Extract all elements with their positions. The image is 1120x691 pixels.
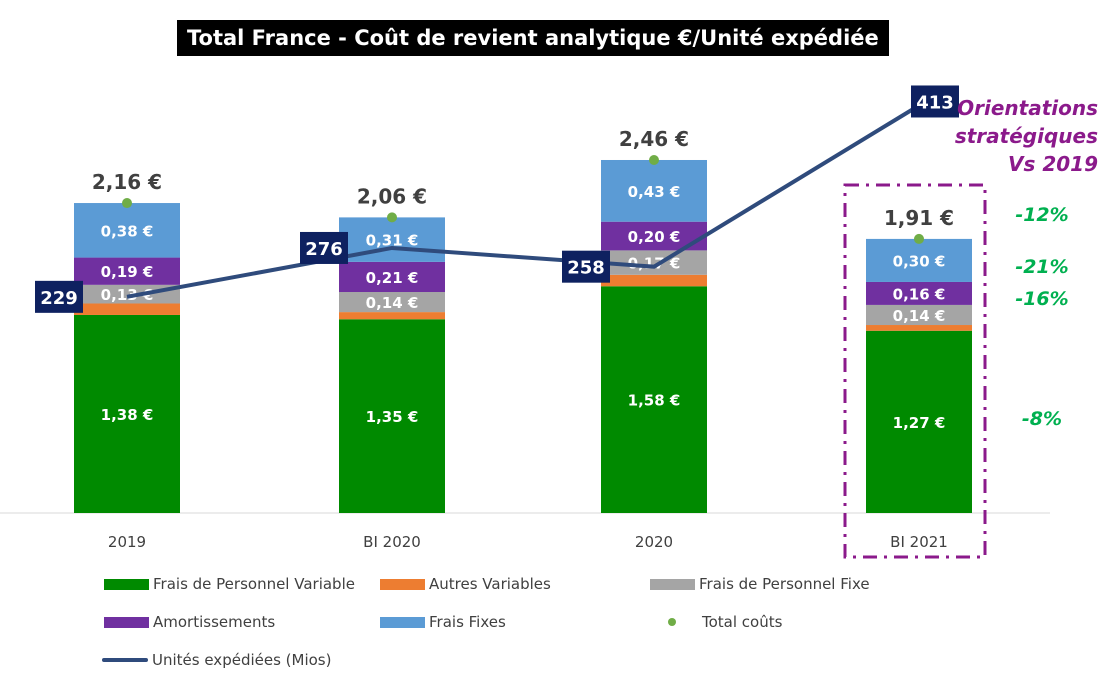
total-label: 2,16 € [92, 170, 162, 194]
annotation-pct: -8% [1022, 408, 1062, 430]
line-label-box [911, 85, 959, 118]
legend-dot-icon [668, 618, 676, 626]
bar-data-label: 0,43 € [628, 183, 681, 201]
bar-segment-1 [601, 274, 707, 287]
bar-segment-0 [339, 319, 445, 513]
bar-segment-3 [866, 281, 972, 305]
bar-segment-4 [866, 238, 972, 282]
legend-label: Frais Fixes [429, 613, 506, 631]
legend-swatch [380, 578, 425, 590]
legend-label: Total coûts [702, 613, 783, 631]
legend-label: Amortissements [153, 613, 276, 631]
bar-segment-0 [74, 314, 180, 513]
legend-swatch [650, 578, 695, 590]
legend-label: Frais de Personnel Fixe [699, 575, 870, 593]
bar-data-label: 1,58 € [628, 392, 681, 410]
line-series-unites [126, 103, 921, 299]
annotation-pct: -21% [1015, 256, 1068, 278]
bar-segment-1 [74, 303, 180, 315]
legend-item-frais-fixes: Frais Fixes [380, 613, 506, 631]
line-data-label: 229 [40, 288, 78, 309]
total-marker [122, 198, 132, 209]
annotation-title: Vs 2019 [1008, 152, 1098, 176]
bar-data-label: 0,21 € [366, 269, 419, 287]
bar-segment-0 [866, 330, 972, 513]
chart-title: Total France - Coût de revient analytiqu… [177, 20, 889, 56]
total-label: 2,06 € [357, 184, 427, 208]
bar-data-label: 0,31 € [366, 232, 419, 250]
highlight-frame [843, 183, 987, 559]
line-label-box [562, 250, 610, 283]
bar-data-label: 0,38 € [101, 222, 154, 240]
legend-item-frais-personnel-variable: Frais de Personnel Variable [104, 575, 355, 593]
x-tick-label: 2019 [108, 533, 146, 551]
legend-item-autres-variables: Autres Variables [380, 575, 551, 593]
bar-data-label: 1,35 € [366, 408, 419, 426]
bar-segment-1 [866, 325, 972, 331]
total-marker [914, 233, 924, 244]
bar-segment-0 [601, 286, 707, 513]
legend-item-unites-expediees: Unités expédiées (Mios) [102, 651, 331, 669]
bar-segment-4 [601, 159, 707, 222]
bar-segment-3 [339, 261, 445, 293]
total-marker [649, 154, 659, 165]
bar-segment-3 [74, 257, 180, 285]
annotation-title: stratégiques [955, 124, 1098, 148]
bar-data-label: 0,19 € [101, 263, 154, 281]
bar-data-label: 0,14 € [366, 294, 419, 312]
x-tick-label: BI 2021 [890, 533, 948, 551]
bar-data-label: 0,16 € [893, 285, 946, 303]
bar-segment-2 [74, 284, 180, 304]
annotation-pct: -16% [1015, 288, 1068, 310]
line-data-label: 413 [916, 92, 954, 113]
bar-segment-1 [339, 312, 445, 320]
x-tick-label: 2020 [635, 533, 673, 551]
bar-segment-4 [74, 203, 180, 258]
line-data-label: 276 [305, 239, 343, 260]
annotation-pct: -12% [1015, 204, 1068, 226]
total-label: 2,46 € [619, 127, 689, 151]
legend-swatch [380, 616, 425, 628]
bar-segment-2 [339, 292, 445, 313]
bar-data-label: 0,20 € [628, 228, 681, 246]
legend-line-icon [102, 658, 148, 662]
total-label: 1,91 € [884, 206, 954, 230]
line-data-label: 258 [567, 258, 605, 279]
total-marker [387, 212, 397, 223]
legend-item-frais-personnel-fixe: Frais de Personnel Fixe [650, 575, 870, 593]
line-label-box [300, 231, 348, 264]
legend-swatch [104, 616, 149, 628]
legend-label: Unités expédiées (Mios) [152, 651, 332, 669]
annotation-title: Orientations [957, 96, 1098, 120]
x-tick-label: BI 2020 [363, 533, 421, 551]
legend-label: Frais de Personnel Variable [153, 575, 355, 593]
bar-data-label: 1,38 € [101, 406, 154, 424]
bar-data-label: 0,30 € [893, 252, 946, 270]
bar-segment-2 [866, 304, 972, 326]
legend-item-amortissements: Amortissements [104, 613, 275, 631]
line-label-box [35, 280, 83, 313]
bar-data-label: 1,27 € [893, 414, 946, 432]
legend-swatch [104, 578, 149, 590]
legend-item-total-couts: Total coûts [650, 613, 782, 631]
legend-label: Autres Variables [429, 575, 551, 593]
bar-data-label: 0,14 € [893, 307, 946, 325]
